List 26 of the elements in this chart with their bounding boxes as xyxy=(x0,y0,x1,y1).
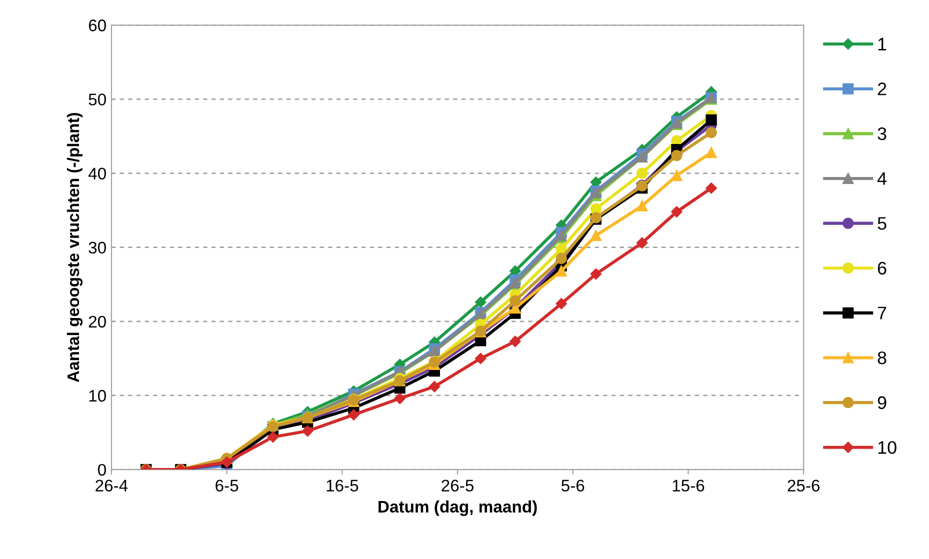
legend-label: 3 xyxy=(878,127,886,140)
y-tick-label: 20 xyxy=(88,316,106,328)
x-tick-label: 5-6 xyxy=(562,480,584,492)
legend-label: 1 xyxy=(878,38,886,50)
legend-label: 9 xyxy=(878,396,886,410)
x-tick-label: 16-5 xyxy=(326,480,358,492)
x-tick-label: 15-6 xyxy=(672,480,704,492)
y-tick-label: 40 xyxy=(88,168,106,180)
y-tick-label: 0 xyxy=(98,464,106,476)
y-tick-label: 30 xyxy=(88,242,106,254)
y-tick-label: 60 xyxy=(88,20,106,32)
legend-label: 4 xyxy=(877,172,887,185)
legend-label: 10 xyxy=(878,441,896,454)
y-tick-label: 50 xyxy=(88,94,106,106)
x-tick-label: 25-6 xyxy=(788,480,820,492)
legend-label: 7 xyxy=(878,306,886,320)
y-axis-title: Aantal geoogste vruchten (-/plant) xyxy=(66,112,83,382)
legend-label: 2 xyxy=(878,82,886,96)
x-tick-label: 6-5 xyxy=(216,480,238,492)
legend-label: 5 xyxy=(878,217,886,230)
y-tick-label: 10 xyxy=(89,390,106,402)
x-tick-label: 26-4 xyxy=(96,480,128,492)
x-tick-label: 26-5 xyxy=(442,480,474,492)
legend-label: 6 xyxy=(878,262,886,275)
legend-label: 8 xyxy=(878,351,886,364)
x-axis-title: Datum (dag, maand) xyxy=(378,500,537,516)
